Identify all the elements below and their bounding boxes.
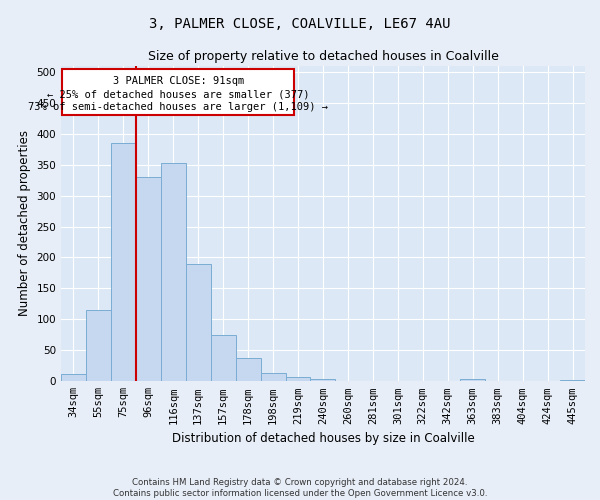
Bar (286, 377, 310, 382)
Bar (86, 310, 111, 382)
Bar (560, 380, 585, 382)
Bar (111, 143, 136, 382)
Text: 73% of semi-detached houses are larger (1,109) →: 73% of semi-detached houses are larger (… (28, 102, 328, 112)
Bar (310, 379, 335, 382)
Bar (236, 358, 260, 382)
Bar (211, 335, 236, 382)
Bar (136, 177, 161, 382)
Title: Size of property relative to detached houses in Coalville: Size of property relative to detached ho… (148, 50, 499, 63)
Y-axis label: Number of detached properties: Number of detached properties (18, 130, 31, 316)
Bar (61, 374, 86, 382)
X-axis label: Distribution of detached houses by size in Coalville: Distribution of detached houses by size … (172, 432, 475, 445)
Text: Contains HM Land Registry data © Crown copyright and database right 2024.
Contai: Contains HM Land Registry data © Crown c… (113, 478, 487, 498)
Bar (161, 164, 186, 382)
Bar (186, 264, 211, 382)
Bar (260, 374, 286, 382)
Text: 3, PALMER CLOSE, COALVILLE, LE67 4AU: 3, PALMER CLOSE, COALVILLE, LE67 4AU (149, 18, 451, 32)
Text: 3 PALMER CLOSE: 91sqm: 3 PALMER CLOSE: 91sqm (113, 76, 244, 86)
Bar (335, 380, 361, 382)
Text: ← 25% of detached houses are smaller (377): ← 25% of detached houses are smaller (37… (47, 89, 310, 99)
Bar (460, 380, 485, 382)
FancyBboxPatch shape (62, 68, 294, 115)
